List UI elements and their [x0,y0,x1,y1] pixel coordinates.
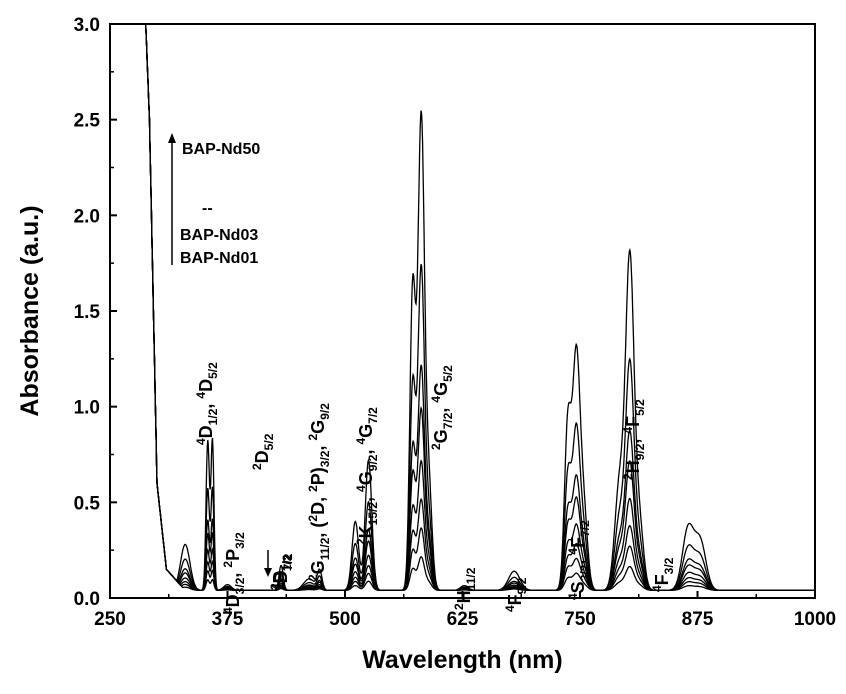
x-tick-label: 375 [212,609,244,630]
y-tick-label: 1.0 [74,398,100,419]
x-tick-label: 750 [564,609,596,630]
y-axis-ticks: 0.0 0.5 1.0 1.5 2.0 2.5 3.0 [74,15,117,610]
spectrum-series-6 [111,23,815,591]
y-tick-label: 2.5 [74,111,101,132]
concentration-legend: BAP-Nd50 -- BAP-Nd03 BAP-Nd01 [168,133,260,267]
y-tick-label: 0.0 [74,589,100,610]
spectrum-curves [111,23,815,591]
legend-ellipsis: -- [202,200,213,217]
y-tick-label: 0.5 [74,493,101,514]
x-tick-label: 250 [94,609,126,630]
transition-annotations: 4D7/2 4D1/2, 4D5/2 4D3/2, 2P3/2 2D5/2 2P1/2 2… [194,362,676,614]
band-pointer-arrowhead [264,568,272,577]
spectrum-series-5 [111,23,815,591]
x-tick-label: 625 [447,609,479,630]
y-axis-title: Absorbance (a.u.) [16,205,44,416]
legend-top-label: BAP-Nd50 [182,141,260,158]
transition-label: 2K15/2, 4G9/2, 4G7/2 [354,407,380,545]
transition-label: 4S3/2, 4F7/2 [566,520,592,600]
transition-label: 4D3/2, 2P3/2 [221,532,247,614]
spectrum-series-8 [111,23,815,591]
y-tick-label: 2.0 [74,206,100,227]
y-tick-label: 1.5 [74,302,101,323]
legend-arrowhead [168,133,176,143]
legend-label-nd03: BAP-Nd03 [180,227,258,244]
transition-label: 2P1/2 [268,554,294,590]
transition-label: 4D7/2 [269,553,295,590]
x-tick-label: 875 [682,609,714,630]
spectrum-series-3 [111,23,815,591]
y-tick-label: 3.0 [74,15,100,36]
transition-label: 2D5/2 [250,433,276,470]
transition-label: 4F3/2 [650,557,676,592]
spectrum-series-1 [111,23,815,591]
transition-label: 2H9/2, 4F5/2 [621,399,647,480]
transition-label: 4D1/2, 4D5/2 [194,362,220,445]
plot-frame [109,23,816,599]
transition-label: 2H11/2 [452,567,478,610]
x-axis-ticks: 250 375 500 625 750 875 1000 [94,591,836,630]
transition-label: 4F9/2 [503,577,529,612]
spectrum-series-4 [111,23,815,591]
x-tick-label: 1000 [794,609,836,630]
spectrum-series-2 [111,23,815,591]
x-axis-title: Wavelength (nm) [362,646,562,674]
transition-label: 2G7/2, 4G5/2 [429,365,455,450]
x-tick-label: 500 [329,609,361,630]
spectrum-series-7 [111,23,815,591]
transition-label: 2G11/2, (2D, 2P)3/2, 2G9/2 [306,403,332,581]
legend-label-nd01: BAP-Nd01 [180,250,258,267]
